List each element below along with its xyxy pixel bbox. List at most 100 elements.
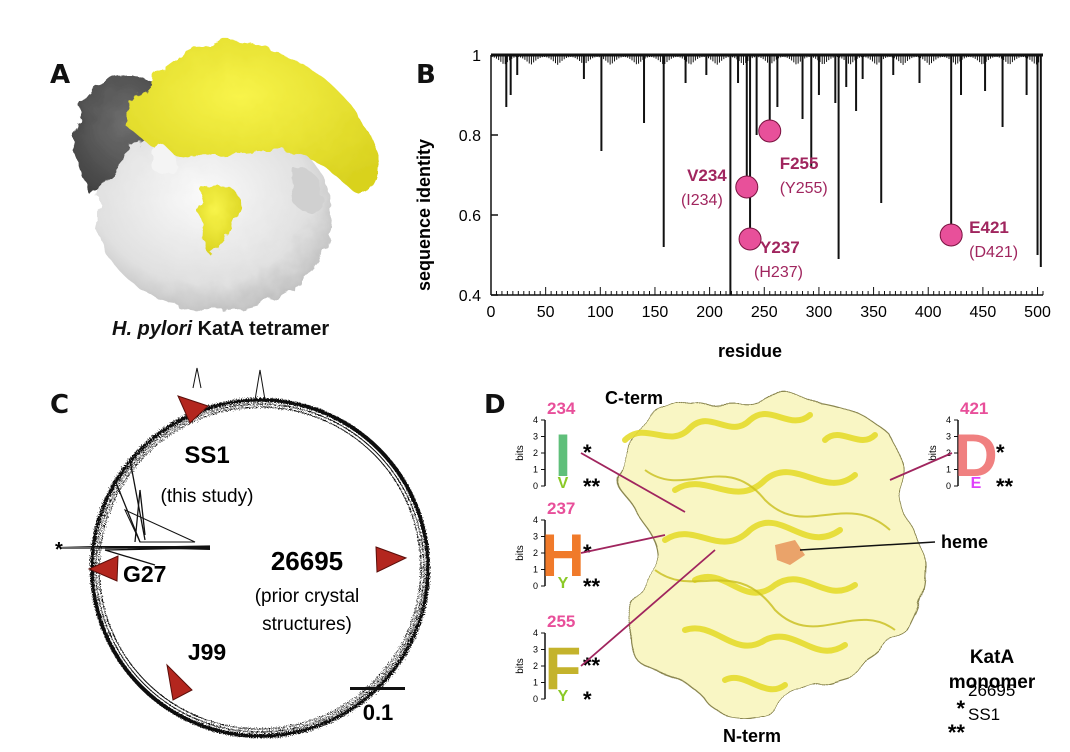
phylogenetic-tree: * SS1 (this study) G27 26695 (prior crys…	[55, 367, 430, 738]
strain-j99: J99	[188, 639, 226, 665]
y-tick-label: 1	[472, 48, 481, 65]
x-tick-label: 100	[587, 304, 614, 321]
logo-tick-label: 0	[533, 581, 538, 591]
x-tick-label: 150	[642, 304, 669, 321]
logo-bottom-mark: **	[583, 474, 601, 499]
sequence-identity-chart: 0 50 100 150 200 250 300 350 400 450 500 0.4 0.6 0.8 1…	[414, 48, 1051, 361]
tetramer-surface-image	[72, 41, 379, 310]
heme-pointer	[799, 541, 936, 551]
logo-connector	[889, 452, 953, 481]
logo-tick-label: 1	[533, 678, 538, 688]
monomer-panel: 01234bits234IV***01234bits237HY***01234b…	[515, 388, 1036, 746]
legend-strain-2: SS1	[968, 705, 1000, 724]
logo-top-mark: *	[583, 440, 592, 465]
monomer-title-2: monomer	[949, 672, 1036, 693]
strain-26695-note-2: structures)	[262, 614, 352, 635]
y-tick-label: 0.8	[459, 128, 481, 145]
panel-label-c: C	[50, 390, 70, 420]
sequence-logos: 01234bits234IV***01234bits237HY***01234b…	[515, 399, 1014, 712]
logo-tick-label: 2	[533, 548, 538, 558]
panel-label-b: B	[416, 60, 436, 90]
y-axis-label: sequence identity	[414, 139, 434, 291]
highlight-sublabel: (Y255)	[780, 180, 828, 197]
logo-connector	[580, 549, 716, 667]
logo-bottom-residue: V	[558, 475, 569, 492]
legend-mark-2: **	[948, 720, 966, 745]
logo-tick-label: 2	[946, 448, 951, 458]
x-tick-label: 250	[751, 304, 778, 321]
x-tick-label: 200	[696, 304, 723, 321]
legend-strain-1: 26695	[968, 681, 1015, 700]
highlight-point	[738, 227, 762, 251]
highlight-point	[758, 119, 782, 143]
x-tick-label: 400	[915, 304, 942, 321]
logo-position: 234	[547, 399, 576, 418]
y-tick-label: 0.6	[459, 208, 481, 225]
strain-ss1-note: (this study)	[161, 486, 254, 507]
heme-group	[775, 540, 805, 565]
strain-26695-note-1: (prior crystal	[255, 586, 360, 607]
logo-tick-label: 1	[946, 465, 951, 475]
marker-g27	[87, 555, 119, 582]
highlight-label: V234	[687, 166, 727, 185]
logo-bits-label: bits	[515, 545, 526, 561]
strain-g27: G27	[123, 561, 166, 587]
caption-rest: KatA tetramer	[192, 318, 330, 340]
logo-tick-label: 4	[946, 415, 951, 425]
strain-26695: 26695	[271, 546, 343, 576]
logo-bits-label: bits	[928, 445, 939, 461]
highlight-label: E421	[969, 218, 1009, 237]
logo-connector	[580, 452, 686, 513]
logo-connector	[580, 534, 666, 554]
x-axis-label: residue	[718, 341, 782, 361]
y-tick-label: 0.4	[459, 288, 481, 305]
logo-tick-label: 4	[533, 515, 538, 525]
monomer-title-1: KatA	[970, 647, 1015, 668]
panel-label-d: D	[484, 390, 506, 420]
logo-position: 255	[547, 612, 575, 631]
logo-tick-label: 4	[533, 628, 538, 638]
logo-bottom-mark: **	[583, 574, 601, 599]
highlight-sublabel: (H237)	[754, 264, 803, 281]
logo-tick-label: 3	[533, 645, 538, 655]
logo-top-mark: **	[583, 653, 601, 678]
logo-bits-label: bits	[515, 445, 526, 461]
highlight-label: Y237	[760, 238, 800, 257]
logo-top-residue: D	[954, 422, 997, 489]
x-tick-label: 500	[1024, 304, 1051, 321]
n-term-label: N-term	[723, 726, 781, 746]
logo-top-mark: *	[996, 440, 1005, 465]
caption-species: H. pylori	[112, 318, 193, 340]
panel-a-caption: H. pylori KatA tetramer	[112, 318, 329, 341]
logo-bottom-residue: E	[971, 475, 982, 492]
marker-j99	[166, 663, 193, 701]
strain-ss1: SS1	[184, 442, 229, 469]
logo-bottom-residue: Y	[558, 688, 569, 705]
x-tick-label: 50	[537, 304, 555, 321]
panel-label-a: A	[50, 60, 71, 90]
x-tick-label: 0	[487, 304, 496, 321]
scale-bar	[350, 687, 405, 690]
c-term-label: C-term	[605, 388, 663, 408]
logo-tick-label: 3	[946, 432, 951, 442]
highlight-label: F255	[780, 154, 819, 173]
logo-tick-label: 2	[533, 448, 538, 458]
logo-top-residue: H	[541, 522, 584, 589]
heme-label: heme	[941, 532, 988, 552]
logo-position: 237	[547, 499, 575, 518]
logo-tick-label: 0	[946, 481, 951, 491]
logo-tick-label: 3	[533, 432, 538, 442]
logo-tick-label: 4	[533, 415, 538, 425]
x-tick-label: 450	[970, 304, 997, 321]
logo-bits-label: bits	[515, 658, 526, 674]
marker-26695	[375, 546, 408, 573]
x-tick-label: 300	[806, 304, 833, 321]
logo-tick-label: 0	[533, 694, 538, 704]
logo-tick-label: 1	[533, 465, 538, 475]
logo-position: 421	[960, 399, 988, 418]
legend-mark-1: *	[956, 696, 965, 721]
highlight-point	[939, 223, 963, 247]
logo-top-residue: F	[545, 635, 582, 702]
logo-bottom-mark: **	[996, 474, 1014, 499]
logo-top-residue: I	[555, 422, 572, 489]
